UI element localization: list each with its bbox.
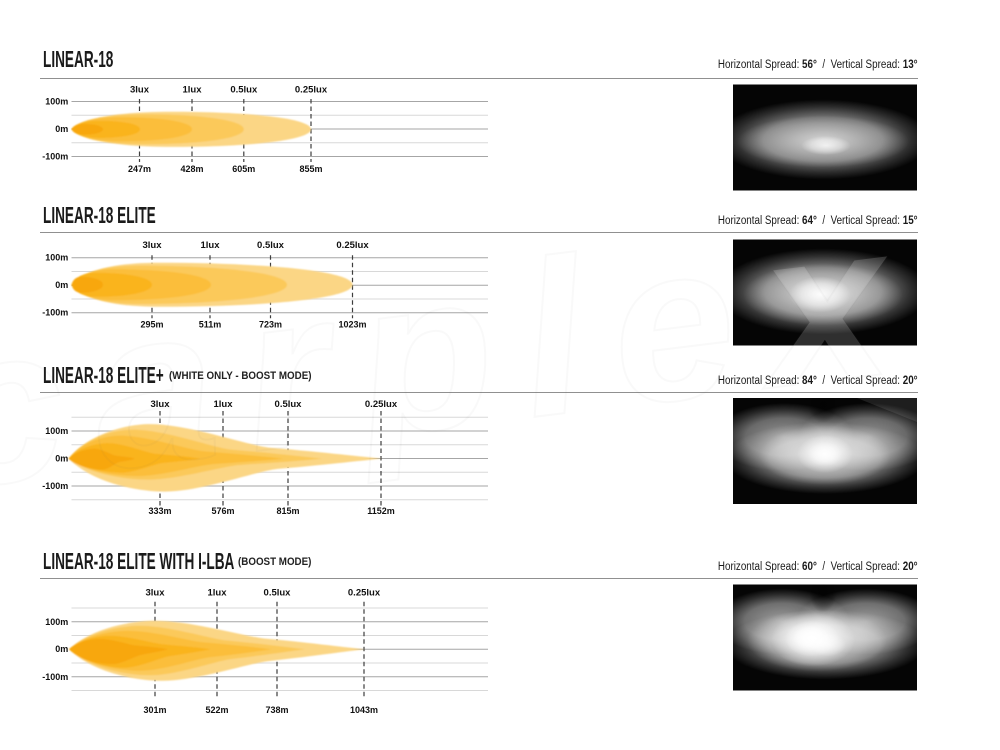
svg-text:576m: 576m xyxy=(211,506,234,516)
svg-text:0.25lux: 0.25lux xyxy=(336,240,369,251)
svg-text:0m: 0m xyxy=(55,280,68,290)
svg-text:100m: 100m xyxy=(45,426,68,436)
svg-text:-100m: -100m xyxy=(42,481,68,491)
svg-text:295m: 295m xyxy=(140,320,163,330)
svg-text:247m: 247m xyxy=(128,164,151,174)
svg-text:3lux: 3lux xyxy=(145,588,165,599)
svg-text:511m: 511m xyxy=(199,320,222,330)
svg-text:0.25lux: 0.25lux xyxy=(365,399,398,410)
svg-text:0.25lux: 0.25lux xyxy=(295,85,328,96)
svg-text:100m: 100m xyxy=(45,97,68,107)
svg-text:0.5lux: 0.5lux xyxy=(230,85,258,96)
svg-text:3lux: 3lux xyxy=(130,85,150,96)
svg-text:1lux: 1lux xyxy=(213,399,233,410)
svg-text:0m: 0m xyxy=(55,124,68,134)
svg-text:738m: 738m xyxy=(265,705,288,715)
svg-text:333m: 333m xyxy=(148,506,171,516)
svg-text:1043m: 1043m xyxy=(350,705,378,715)
svg-text:-100m: -100m xyxy=(42,308,68,318)
svg-text:100m: 100m xyxy=(45,253,68,263)
svg-text:815m: 815m xyxy=(276,506,299,516)
svg-text:-100m: -100m xyxy=(42,672,68,682)
svg-text:1023m: 1023m xyxy=(338,320,366,330)
svg-text:301m: 301m xyxy=(143,705,166,715)
svg-text:100m: 100m xyxy=(45,617,68,627)
svg-text:1lux: 1lux xyxy=(207,588,227,599)
svg-text:-100m: -100m xyxy=(42,152,68,162)
svg-text:0.5lux: 0.5lux xyxy=(257,240,285,251)
svg-text:723m: 723m xyxy=(259,320,282,330)
svg-text:0m: 0m xyxy=(55,644,68,654)
svg-text:0.25lux: 0.25lux xyxy=(348,588,381,599)
svg-text:855m: 855m xyxy=(299,164,322,174)
svg-text:0.5lux: 0.5lux xyxy=(264,588,292,599)
svg-text:1lux: 1lux xyxy=(200,240,220,251)
svg-text:1lux: 1lux xyxy=(182,85,202,96)
svg-text:428m: 428m xyxy=(180,164,203,174)
svg-text:3lux: 3lux xyxy=(150,399,170,410)
svg-text:0m: 0m xyxy=(55,453,68,463)
svg-text:1152m: 1152m xyxy=(367,506,395,516)
svg-text:0.5lux: 0.5lux xyxy=(275,399,303,410)
svg-text:522m: 522m xyxy=(205,705,228,715)
svg-text:3lux: 3lux xyxy=(142,240,162,251)
svg-text:605m: 605m xyxy=(232,164,255,174)
